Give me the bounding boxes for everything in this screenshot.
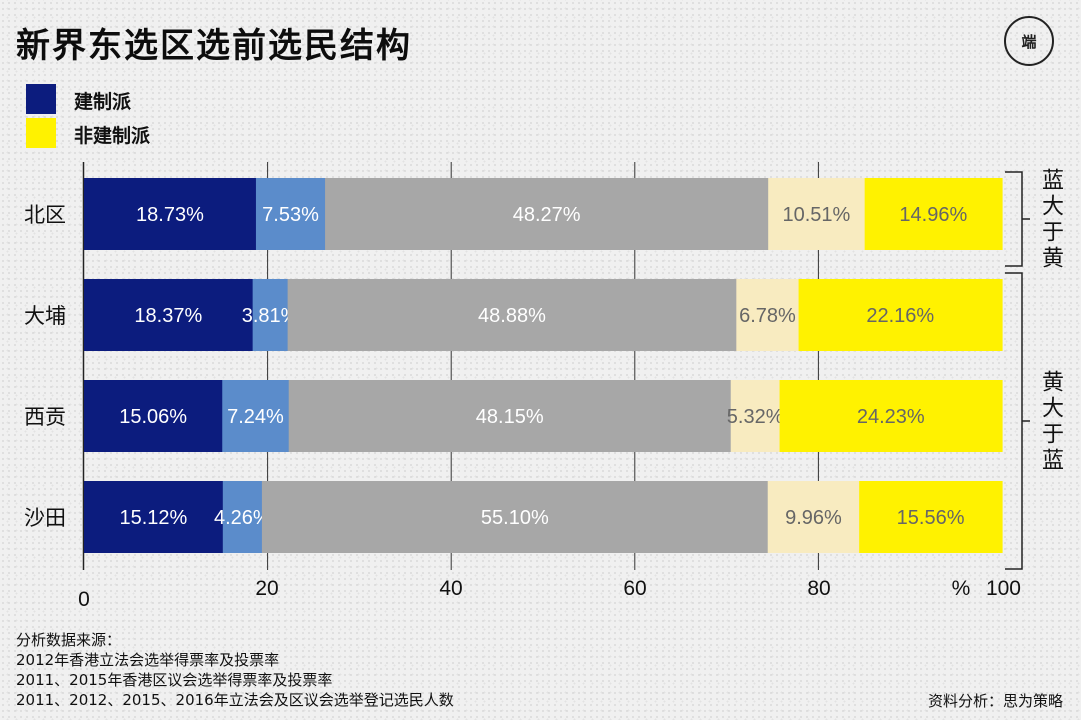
category-label: 大埔 <box>24 304 66 328</box>
data-label: 7.53% <box>262 204 319 226</box>
bar-segment <box>798 279 1003 351</box>
x-unit-label: % <box>952 577 971 600</box>
bar-segment <box>864 178 1003 250</box>
bar-segment <box>261 481 769 553</box>
data-label: 7.24% <box>227 406 284 428</box>
legend-swatch-pro-establishment <box>26 84 56 114</box>
bar-segment <box>222 481 263 553</box>
bracket-line <box>1005 171 1023 267</box>
data-label: 15.12% <box>119 507 187 529</box>
chart-title: 新界东选区选前选民结构 <box>16 26 412 66</box>
data-label: 15.56% <box>897 507 965 529</box>
category-label: 北区 <box>24 203 66 227</box>
data-label: 6.78% <box>739 305 796 327</box>
x-tick-label: 20 <box>255 577 278 600</box>
data-label: 5.32% <box>727 406 784 428</box>
brand-logo: 端 <box>1004 16 1054 66</box>
bar-segment <box>84 279 254 351</box>
x-tick-label: 80 <box>807 577 830 600</box>
bar-segment <box>767 481 860 553</box>
data-label: 48.15% <box>476 406 544 428</box>
x-tick-label: 0 <box>78 588 90 611</box>
bar-segment <box>859 481 1003 553</box>
legend-label-pro-establishment: 建制派 <box>74 91 132 113</box>
bar-segment <box>252 279 289 351</box>
bar-segment <box>84 178 257 250</box>
data-label: 14.96% <box>899 204 967 226</box>
bracket-annotation: 黄大于蓝 <box>1042 370 1064 473</box>
legend-label-non-establishment: 非建制派 <box>74 125 151 147</box>
analysis-credit: 资料分析：思为策略 <box>927 692 1063 710</box>
data-label: 3.81% <box>242 305 299 327</box>
data-label: 9.96% <box>785 507 842 529</box>
x-tick-label: 40 <box>439 577 462 600</box>
data-label: 10.51% <box>783 204 851 226</box>
bracket-annotation: 蓝大于黄 <box>1042 168 1064 271</box>
bar-segment <box>768 178 866 250</box>
bar-segment <box>287 279 737 351</box>
bar-segment <box>288 380 732 452</box>
bar-segment <box>222 380 290 452</box>
data-label: 22.16% <box>866 305 934 327</box>
bar-segment <box>736 279 800 351</box>
data-label: 18.73% <box>136 204 204 226</box>
data-label: 15.06% <box>119 406 187 428</box>
data-label: 18.37% <box>134 305 202 327</box>
bar-segment <box>325 178 769 250</box>
bar-segment <box>730 380 781 452</box>
data-label: 55.10% <box>481 507 549 529</box>
legend-swatch-non-establishment <box>26 118 56 148</box>
notes-line: 2011、2012、2015、2016年立法会及区议会选举登记选民人数 <box>16 691 454 709</box>
data-source-notes: 分析数据来源： 2012年香港立法会选举得票率及投票率 2011、2015年香港… <box>16 630 454 710</box>
bar-segment <box>84 481 224 553</box>
bar-segment <box>84 380 223 452</box>
data-label: 24.23% <box>857 406 925 428</box>
notes-heading: 分析数据来源： <box>16 631 122 649</box>
notes-line: 2012年香港立法会选举得票率及投票率 <box>16 651 280 669</box>
bracket-line <box>1005 272 1023 570</box>
data-label: 48.88% <box>478 305 546 327</box>
bar-segment <box>779 380 1003 452</box>
x-tick-label: 60 <box>623 577 646 600</box>
x-tick-label: 100 <box>986 577 1021 600</box>
bar-segment <box>255 178 326 250</box>
category-label: 西贡 <box>24 405 66 429</box>
data-label: 48.27% <box>513 204 581 226</box>
category-label: 沙田 <box>24 506 66 530</box>
notes-line: 2011、2015年香港区议会选举得票率及投票率 <box>16 671 333 689</box>
data-label: 4.26% <box>214 507 271 529</box>
